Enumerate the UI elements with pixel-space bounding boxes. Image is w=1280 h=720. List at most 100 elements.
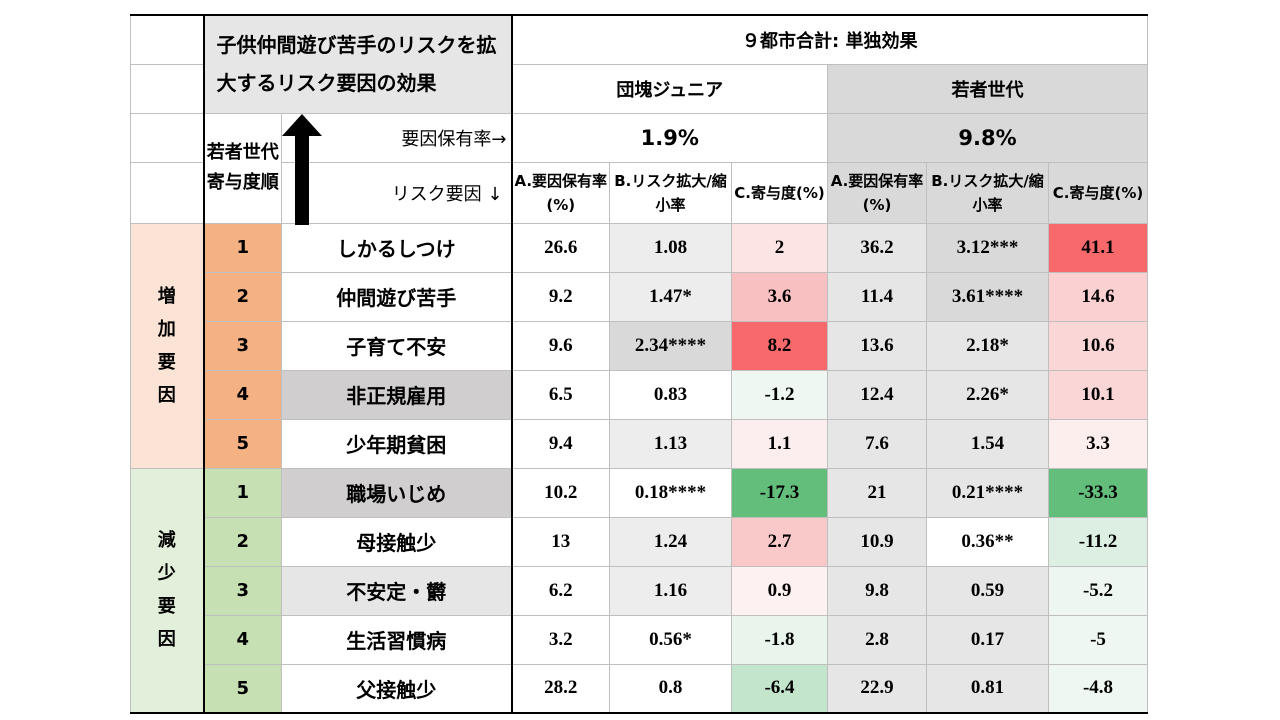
- table-row: 2 母接触少 13 1.24 2.7 10.9 0.36** -11.2: [131, 516, 1149, 567]
- value-b-group-2: 2.26*: [926, 369, 1049, 420]
- rank-cell: 3: [203, 565, 282, 616]
- value-a-group-1: 10.2: [510, 467, 610, 518]
- value-b-group-2: 1.54: [926, 418, 1049, 469]
- risk-factor-table: 子供仲間遊び苦手のリスクを拡大するリスク要因の効果 ９都市合計: 単独効果 団塊…: [130, 14, 1149, 714]
- value-b-group-2: 0.36**: [926, 516, 1049, 567]
- value-b-group-2: 3.12***: [926, 222, 1049, 273]
- rank-cell: 4: [203, 614, 282, 665]
- value-c-group-1: 3.6: [731, 271, 828, 322]
- value-b-group-1: 1.47*: [609, 271, 732, 322]
- col-a-header-2: A.要因保有率(%): [827, 161, 927, 224]
- table-row: 3 子育て不安 9.6 2.34**** 8.2 13.6 2.18* 10.6: [131, 320, 1149, 371]
- table-row: 減少要因 1 職場いじめ 10.2 0.18**** -17.3 21 0.21**** -33…: [130, 467, 1149, 714]
- table-row: 4 非正規雇用 6.5 0.83 -1.2 12.4 2.26* 10.1: [131, 369, 1149, 420]
- value-c-group-1: 0.9: [731, 565, 828, 616]
- value-b-group-1: 1.08: [609, 222, 732, 273]
- value-c-group-2: -5: [1047, 614, 1149, 665]
- corner-blank: [130, 14, 204, 65]
- table-body: 増加要因 1 しかるしつけ 26.6 1.08 2 36.2 3.12*** 41.1 2 仲間遊び…: [130, 222, 1149, 714]
- factor-name: 非正規雇用: [281, 369, 512, 420]
- value-c-group-1: 2: [731, 222, 828, 273]
- value-c-group-2: -5.2: [1047, 565, 1149, 616]
- top-header: ９都市合計: 単独効果: [510, 14, 1149, 65]
- corner-blank: [130, 112, 204, 163]
- factor-name: 母接触少: [281, 516, 512, 567]
- value-c-group-2: 10.6: [1047, 320, 1149, 371]
- factor-name: 少年期貧困: [281, 418, 512, 469]
- value-a-group-2: 21: [827, 467, 927, 518]
- value-b-group-2: 0.81: [926, 663, 1049, 714]
- factor-name: 不安定・欝: [281, 565, 512, 616]
- value-a-group-2: 36.2: [827, 222, 927, 273]
- rank-cell: 4: [203, 369, 282, 420]
- value-b-group-2: 0.21****: [926, 467, 1049, 518]
- value-b-group-2: 0.59: [926, 565, 1049, 616]
- rank-cell: 2: [203, 516, 282, 567]
- value-b-group-2: 0.17: [926, 614, 1049, 665]
- rank-cell: 5: [203, 663, 282, 714]
- factor-name: 子育て不安: [281, 320, 512, 371]
- col-a-header-1: A.要因保有率(%): [510, 161, 610, 224]
- table-row: 4 生活習慣病 3.2 0.56* -1.8 2.8 0.17 -5: [131, 614, 1149, 665]
- table-row: 5 少年期貧困 9.4 1.13 1.1 7.6 1.54 3.3: [131, 418, 1149, 469]
- value-c-group-1: 2.7: [731, 516, 828, 567]
- table-row: 5 父接触少 28.2 0.8 -6.4 22.9 0.81 -4.8: [131, 663, 1149, 714]
- corner-blank: [130, 63, 204, 114]
- value-b-group-1: 1.16: [609, 565, 732, 616]
- value-b-group-1: 1.13: [609, 418, 732, 469]
- factor-name: しかるしつけ: [281, 222, 512, 273]
- value-c-group-1: -6.4: [731, 663, 828, 714]
- table-row: 2 仲間遊び苦手 9.2 1.47* 3.6 11.4 3.61**** 14.6: [131, 271, 1149, 322]
- value-b-group-1: 0.8: [609, 663, 732, 714]
- value-b-group-1: 0.18****: [609, 467, 732, 518]
- value-c-group-1: 8.2: [731, 320, 828, 371]
- value-b-group-2: 2.18*: [926, 320, 1049, 371]
- table-row: 増加要因 1 しかるしつけ 26.6 1.08 2 36.2 3.12*** 41.1: [130, 222, 1149, 469]
- rank-cell: 5: [203, 418, 282, 469]
- factor-name: 生活習慣病: [281, 614, 512, 665]
- value-c-group-1: -1.8: [731, 614, 828, 665]
- group-header-1: 団塊ジュニア: [510, 63, 828, 114]
- value-a-group-2: 13.6: [827, 320, 927, 371]
- value-c-group-2: -4.8: [1047, 663, 1149, 714]
- value-a-group-1: 3.2: [510, 614, 610, 665]
- value-b-group-2: 3.61****: [926, 271, 1049, 322]
- rank-cell: 2: [203, 271, 282, 322]
- value-a-group-2: 2.8: [827, 614, 927, 665]
- value-a-group-1: 6.2: [510, 565, 610, 616]
- value-a-group-2: 11.4: [827, 271, 927, 322]
- col-c-header-1: C.寄与度(%): [731, 161, 828, 224]
- value-c-group-2: -33.3: [1047, 467, 1149, 518]
- col-b-header-1: B.リスク拡大/縮小率: [609, 161, 732, 224]
- value-c-group-1: -17.3: [731, 467, 828, 518]
- prevalence-group-1: 1.9%: [510, 112, 828, 163]
- value-b-group-1: 1.24: [609, 516, 732, 567]
- value-a-group-1: 6.5: [510, 369, 610, 420]
- value-c-group-2: 3.3: [1047, 418, 1149, 469]
- value-b-group-1: 0.56*: [609, 614, 732, 665]
- value-c-group-1: -1.2: [731, 369, 828, 420]
- decrease-group-label: 減少要因: [130, 467, 205, 714]
- col-b-header-2: B.リスク拡大/縮小率: [926, 161, 1049, 224]
- value-a-group-1: 9.4: [510, 418, 610, 469]
- value-c-group-2: 41.1: [1047, 222, 1149, 273]
- rank-cell: 3: [203, 320, 282, 371]
- factor-name: 仲間遊び苦手: [281, 271, 512, 322]
- col-c-header-2: C.寄与度(%): [1047, 161, 1149, 224]
- prevalence-label: 要因保有率→: [281, 112, 512, 163]
- value-c-group-2: -11.2: [1047, 516, 1149, 567]
- rank-label: 若者世代寄与度順: [202, 112, 282, 224]
- value-c-group-2: 14.6: [1047, 271, 1149, 322]
- value-a-group-1: 9.6: [510, 320, 610, 371]
- value-a-group-1: 9.2: [510, 271, 610, 322]
- value-a-group-2: 22.9: [827, 663, 927, 714]
- value-a-group-2: 7.6: [827, 418, 927, 469]
- value-c-group-1: 1.1: [731, 418, 828, 469]
- value-a-group-1: 26.6: [510, 222, 610, 273]
- table-row: 3 不安定・欝 6.2 1.16 0.9 9.8 0.59 -5.2: [131, 565, 1149, 616]
- group-header-2: 若者世代: [826, 63, 1149, 114]
- table-title: 子供仲間遊び苦手のリスクを拡大するリスク要因の効果: [202, 14, 512, 114]
- value-b-group-1: 0.83: [609, 369, 732, 420]
- factor-name: 職場いじめ: [281, 467, 512, 518]
- value-a-group-1: 13: [510, 516, 610, 567]
